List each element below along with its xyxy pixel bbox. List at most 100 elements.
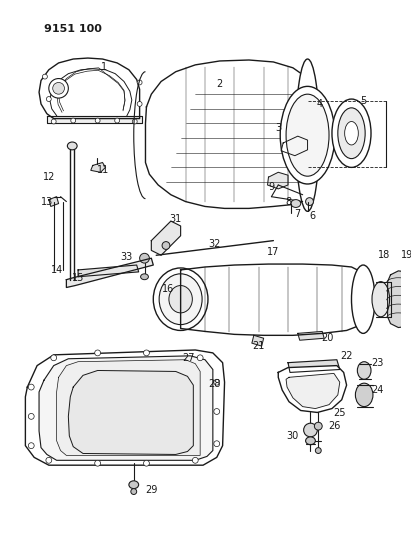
Ellipse shape xyxy=(291,200,301,207)
Ellipse shape xyxy=(304,423,317,437)
Ellipse shape xyxy=(143,461,149,466)
Text: 2: 2 xyxy=(217,79,223,90)
Ellipse shape xyxy=(53,83,65,94)
Ellipse shape xyxy=(137,101,142,107)
Text: 14: 14 xyxy=(51,265,63,275)
Ellipse shape xyxy=(143,350,149,356)
Ellipse shape xyxy=(169,286,192,313)
Ellipse shape xyxy=(95,461,101,466)
Ellipse shape xyxy=(42,74,47,79)
Ellipse shape xyxy=(357,362,371,379)
Text: 30: 30 xyxy=(287,431,299,441)
Polygon shape xyxy=(180,264,363,335)
Ellipse shape xyxy=(214,379,220,385)
Ellipse shape xyxy=(46,457,52,463)
Polygon shape xyxy=(25,350,224,465)
Ellipse shape xyxy=(162,241,170,249)
Polygon shape xyxy=(286,374,340,409)
Text: 31: 31 xyxy=(170,214,182,224)
Polygon shape xyxy=(39,58,140,118)
Ellipse shape xyxy=(356,383,373,407)
Text: 32: 32 xyxy=(209,239,221,248)
Polygon shape xyxy=(252,335,263,346)
Text: 6: 6 xyxy=(309,211,316,221)
Text: 23: 23 xyxy=(372,358,384,368)
Text: 9151 100: 9151 100 xyxy=(44,24,102,34)
Ellipse shape xyxy=(159,274,202,325)
Polygon shape xyxy=(47,116,141,124)
Text: 27: 27 xyxy=(182,353,195,363)
Text: 9: 9 xyxy=(268,182,275,192)
Polygon shape xyxy=(298,332,324,340)
Polygon shape xyxy=(281,136,307,156)
Text: 33: 33 xyxy=(121,252,133,262)
Text: 5: 5 xyxy=(360,96,366,106)
Ellipse shape xyxy=(131,489,137,495)
Ellipse shape xyxy=(51,355,57,361)
Polygon shape xyxy=(39,356,213,461)
Text: 28: 28 xyxy=(209,379,221,389)
Text: 16: 16 xyxy=(162,285,174,294)
Text: 21: 21 xyxy=(252,341,265,351)
Ellipse shape xyxy=(372,281,390,317)
Ellipse shape xyxy=(71,118,76,123)
Ellipse shape xyxy=(332,99,371,167)
Ellipse shape xyxy=(314,422,322,430)
Polygon shape xyxy=(49,197,59,206)
Text: 18: 18 xyxy=(378,251,390,260)
Polygon shape xyxy=(91,163,106,172)
Polygon shape xyxy=(67,258,153,287)
Ellipse shape xyxy=(28,414,34,419)
Polygon shape xyxy=(145,60,307,208)
Ellipse shape xyxy=(46,96,51,101)
Polygon shape xyxy=(151,221,180,255)
Ellipse shape xyxy=(306,437,315,445)
Ellipse shape xyxy=(214,409,220,415)
Text: 1: 1 xyxy=(102,62,108,72)
Text: 13: 13 xyxy=(41,197,53,207)
Ellipse shape xyxy=(51,119,56,124)
Ellipse shape xyxy=(95,350,101,356)
Text: 20: 20 xyxy=(321,333,333,343)
Text: 24: 24 xyxy=(372,385,384,395)
Polygon shape xyxy=(288,360,340,373)
Ellipse shape xyxy=(132,119,137,124)
Ellipse shape xyxy=(351,265,375,333)
Ellipse shape xyxy=(49,78,68,98)
Ellipse shape xyxy=(141,274,148,280)
Ellipse shape xyxy=(280,86,335,184)
Text: 26: 26 xyxy=(329,421,341,431)
Polygon shape xyxy=(68,370,193,455)
Ellipse shape xyxy=(197,355,203,361)
Text: 29: 29 xyxy=(145,484,157,495)
Polygon shape xyxy=(268,172,288,189)
Ellipse shape xyxy=(28,443,34,449)
Text: 17: 17 xyxy=(267,247,279,257)
Ellipse shape xyxy=(214,441,220,447)
Ellipse shape xyxy=(67,142,77,150)
Ellipse shape xyxy=(296,59,319,212)
Text: 19: 19 xyxy=(401,251,411,260)
Ellipse shape xyxy=(192,457,198,463)
Ellipse shape xyxy=(28,384,34,390)
Polygon shape xyxy=(278,366,346,413)
Text: 12: 12 xyxy=(43,172,55,182)
Text: 7: 7 xyxy=(295,209,301,219)
Ellipse shape xyxy=(338,108,365,159)
Ellipse shape xyxy=(95,118,100,123)
Text: 3: 3 xyxy=(275,123,281,133)
Text: 15: 15 xyxy=(72,273,84,282)
Ellipse shape xyxy=(315,448,321,454)
Ellipse shape xyxy=(306,198,314,206)
Polygon shape xyxy=(57,360,200,455)
Text: 8: 8 xyxy=(285,197,291,207)
Ellipse shape xyxy=(286,94,329,176)
Ellipse shape xyxy=(137,80,142,85)
Text: 25: 25 xyxy=(333,408,346,418)
Text: 22: 22 xyxy=(340,351,353,361)
Ellipse shape xyxy=(153,268,208,330)
Ellipse shape xyxy=(345,122,358,145)
Polygon shape xyxy=(78,265,139,277)
Ellipse shape xyxy=(115,118,120,123)
Text: 4: 4 xyxy=(316,99,322,109)
